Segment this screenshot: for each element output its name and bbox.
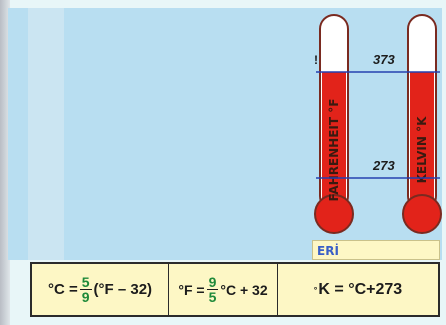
fahrenheit-upper-mark: ! — [314, 53, 318, 67]
conversion-formulas: °C = 5 9 (°F – 32) °F = 9 5 °C + 32 ° K … — [30, 262, 440, 317]
background-panel — [8, 8, 442, 260]
left-strip — [28, 8, 64, 260]
fahrenheit-formula: °F = 9 5 °C + 32 — [169, 264, 278, 315]
fahrenheit-bulb — [314, 194, 354, 234]
kelvin-equals: = — [329, 280, 349, 298]
celsius-formula-lhs: °C = — [47, 281, 78, 298]
left-edge-shade — [0, 0, 10, 325]
fahrenheit-formula-lhs: °F = — [178, 281, 205, 298]
celsius-formula: °C = 5 9 (°F – 32) — [32, 264, 169, 315]
lower-kelvin-value: 273 — [372, 158, 395, 173]
fahrenheit-fluid — [322, 72, 346, 212]
fraction-numerator: 5 — [81, 274, 90, 290]
fahrenheit-fraction: 9 5 — [206, 274, 219, 305]
fahrenheit-thermometer: FAHRENHEIT °F — [314, 14, 354, 234]
kelvin-label: KELVIN °K — [415, 116, 429, 183]
fahrenheit-label: FAHRENHEIT °F — [327, 99, 341, 202]
fraction-numerator: 9 — [208, 274, 217, 290]
celsius-formula-rhs: (°F – 32) — [93, 281, 153, 298]
fraction-denominator: 5 — [206, 289, 219, 305]
kelvin-offset: +273 — [366, 280, 403, 298]
kelvin-thermometer: KELVIN °K — [402, 14, 442, 234]
celsius-fraction: 5 9 — [79, 274, 92, 305]
kelvin-celsius-term: °C — [348, 280, 367, 298]
kelvin-degree-sign: ° — [313, 284, 318, 295]
partial-title-label: ERİ — [312, 240, 440, 260]
fraction-denominator: 9 — [79, 289, 92, 305]
kelvin-symbol: K — [318, 280, 330, 298]
kelvin-formula: ° K = °C +273 — [278, 264, 438, 315]
fahrenheit-formula-rhs: °C + 32 — [220, 281, 268, 298]
upper-kelvin-value: 373 — [373, 52, 395, 67]
kelvin-bulb — [402, 194, 442, 234]
kelvin-fluid — [410, 72, 434, 212]
